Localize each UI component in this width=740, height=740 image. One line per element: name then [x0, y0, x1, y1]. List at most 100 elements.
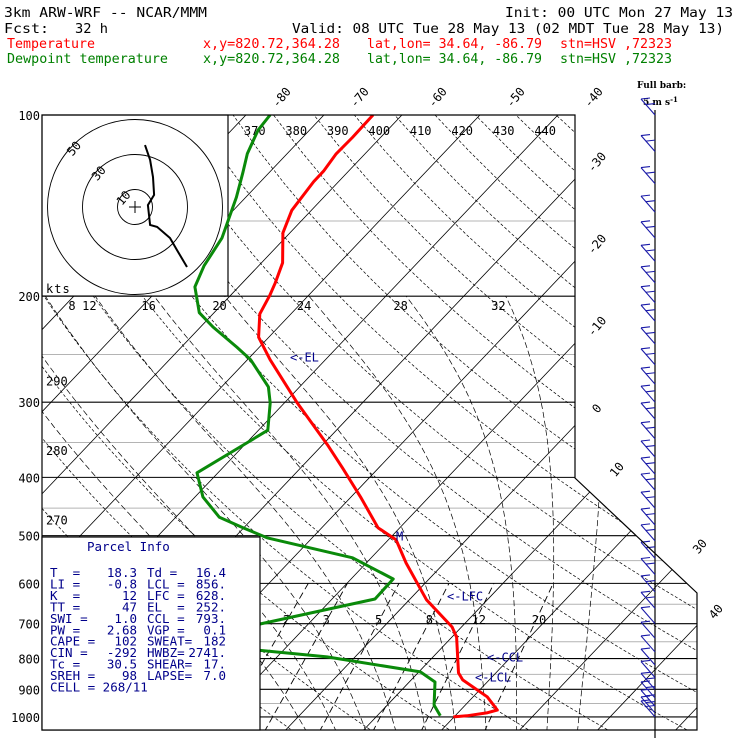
wind-barb-tick — [640, 680, 651, 683]
pressure-label: 600 — [18, 577, 40, 591]
parcel-field-label: Tc = — [50, 657, 80, 672]
wind-barb-tick — [640, 347, 651, 350]
wind-barb-tick — [645, 478, 655, 481]
isotherm-line — [283, 115, 697, 730]
pressure-label: 200 — [18, 290, 40, 304]
wind-barb-tick — [645, 200, 655, 203]
wind-barb-shaft — [640, 524, 656, 542]
wind-barb-tick — [640, 490, 651, 493]
parcel-field-label: VGP = — [147, 622, 185, 637]
isotherm-label: -10 — [585, 314, 610, 340]
dry-adiabat-label: 290 — [46, 374, 68, 388]
parcel-field-label: SREH = — [50, 668, 95, 683]
wind-barb-tick — [645, 445, 655, 448]
barb-legend-units: 5 m s-1 — [643, 95, 678, 108]
dry-adiabat-label: 280 — [46, 444, 68, 458]
wind-barb — [640, 285, 656, 304]
init-time: Init: 00 UTC Mon 27 May 13 — [505, 6, 733, 21]
wind-barb — [640, 194, 656, 213]
wind-barb-tick — [640, 133, 651, 137]
dry-adiabat-line — [232, 115, 697, 730]
mixing-ratio-line — [263, 583, 348, 730]
parcel-field-value: 1.0 — [114, 611, 137, 626]
wind-barb-tick — [645, 496, 655, 499]
dry-adiabat-line — [42, 115, 692, 730]
dry-adiabat-line — [475, 115, 697, 730]
wind-barb-shaft — [640, 473, 656, 491]
wind-barb-shaft — [640, 689, 656, 707]
isotherm-line — [517, 115, 697, 730]
parcel-field-value: 856. — [196, 576, 226, 591]
pressure-label: 500 — [18, 530, 40, 544]
isotherm-line — [205, 115, 697, 730]
dry-adiabat-line — [42, 115, 612, 730]
mixing-ratio-line — [372, 583, 450, 730]
wind-barb-shaft — [640, 635, 656, 653]
wind-barb-shaft — [640, 286, 656, 304]
wind-barb-shaft — [640, 696, 656, 714]
annotation-label: <-EL — [290, 351, 319, 365]
wind-barb — [640, 401, 656, 420]
wind-barb-shaft — [640, 422, 656, 440]
pressure-label: 700 — [18, 618, 40, 632]
parcel-field-label: LI = — [50, 576, 80, 591]
moist-adiabat-line — [45, 296, 367, 730]
hodograph-ring — [47, 119, 223, 295]
moist-adiabat-line — [308, 295, 487, 730]
dry-adiabat-line — [354, 115, 697, 730]
wind-barb-tick — [640, 456, 651, 459]
wind-barb — [640, 133, 656, 152]
parcel-field-value: 182 — [203, 634, 226, 649]
moist-adiabat-line — [42, 296, 337, 730]
wind-barb — [640, 659, 656, 678]
wind-barb-shaft — [640, 135, 656, 152]
dry-adiabat-label: 410 — [410, 124, 432, 138]
parcel-field-value: 47 — [122, 599, 137, 614]
wind-barbs — [640, 97, 656, 738]
parcel-info-box: Parcel Info T = 18.3 Td = 16.4 LI = -0.8 LCL =… — [41, 536, 261, 731]
wind-barb-shaft — [640, 266, 656, 284]
dry-adiabat-line — [596, 115, 697, 730]
valid-time: Valid: 08 UTC Tue 28 May 13 (02 MDT Tue … — [292, 22, 724, 37]
wind-barb — [640, 439, 656, 458]
dewpoint-xy: x,y=820.72,364.28 — [203, 52, 340, 67]
parcel-field-label: LCL = — [147, 576, 185, 591]
parcel-cell-motion: CELL = 268/11 — [50, 680, 148, 695]
moist-adiabat-label: 12 — [82, 299, 96, 313]
isotherm-line — [0, 102, 25, 733]
hodograph-ring — [82, 154, 188, 260]
wind-barb — [640, 97, 656, 116]
parcel-field-value: -0.8 — [107, 576, 137, 591]
parcel-field-value: 0.1 — [203, 622, 226, 637]
temperature-latlon: lat,lon= 34.64, -86.79 — [367, 37, 542, 52]
isotherm-label: -30 — [585, 149, 610, 175]
pressure-label: 400 — [18, 471, 40, 485]
parcel-field-label: K = — [50, 588, 80, 603]
wind-barb — [640, 456, 656, 475]
pressure-label: 300 — [18, 396, 40, 410]
wind-barb — [640, 695, 656, 714]
wind-barb-tick — [640, 659, 651, 663]
wind-barb-tick — [640, 326, 651, 329]
wind-barb-tick — [645, 596, 655, 599]
wind-barb — [640, 347, 656, 366]
wind-barb-tick — [640, 472, 651, 475]
wind-barb-tick — [640, 285, 651, 288]
wind-barb — [640, 540, 656, 559]
mixing-ratio-label: 3 — [323, 613, 330, 627]
parcel-field-label: T = — [50, 565, 80, 580]
hodograph-trace — [144, 144, 188, 268]
temperature-legend: Temperature — [7, 37, 95, 52]
moist-adiabat-line — [224, 295, 457, 730]
dry-adiabat-line — [394, 115, 697, 730]
wind-barb-shaft — [640, 541, 656, 559]
wind-barb — [640, 523, 656, 542]
parcel-field-label: Td = — [147, 565, 177, 580]
wind-barb-tick — [640, 366, 651, 369]
isotherm-line — [673, 115, 697, 730]
wind-barb-tick — [645, 390, 655, 393]
pressure-label: 900 — [18, 683, 40, 697]
parcel-field-label: PW = — [50, 622, 80, 637]
isotherm-label: -50 — [503, 85, 528, 111]
